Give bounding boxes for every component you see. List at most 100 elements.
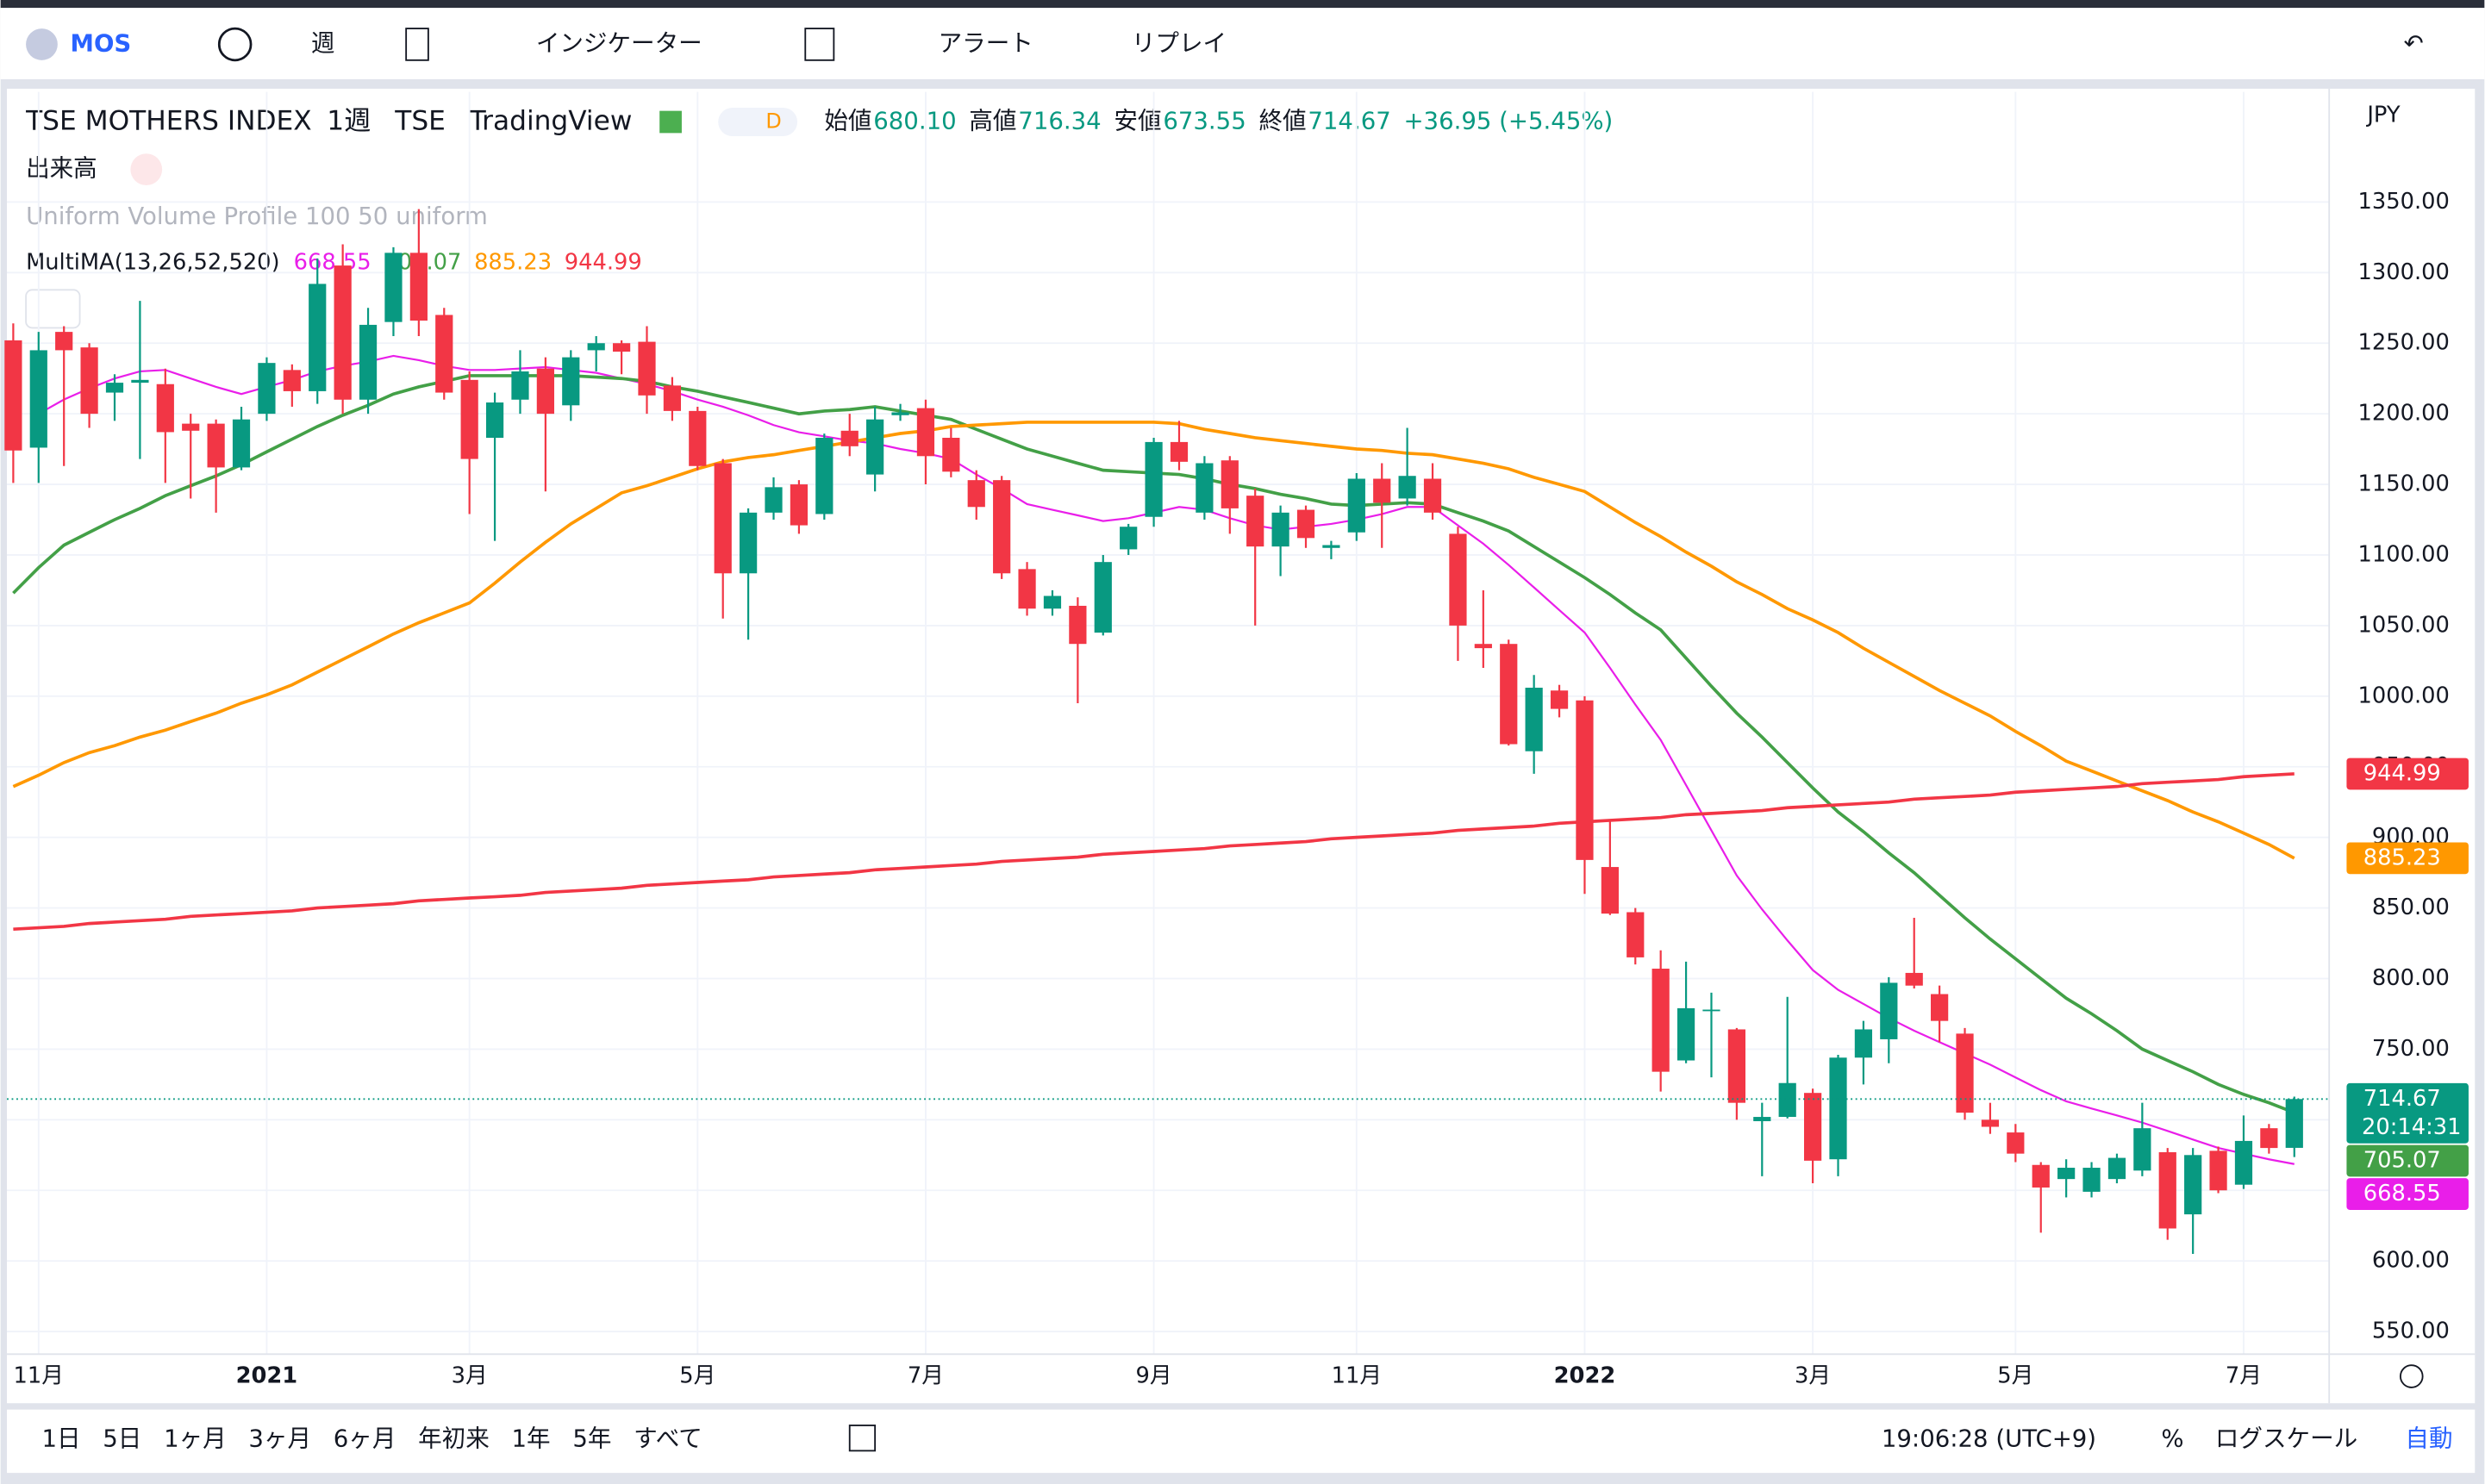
ohlc-label: 始値 (824, 108, 871, 135)
exchange: TSE (394, 106, 446, 137)
change: +36.95 (+5.45%) (1403, 108, 1613, 135)
volume: 出来高 (26, 155, 97, 183)
candle-body (1069, 605, 1087, 645)
interval[interactable]: 週 (311, 29, 335, 57)
candle-body (1145, 441, 1163, 517)
candle-body (1626, 912, 1645, 957)
candle-body (485, 402, 504, 438)
indicators[interactable]: インジケーター (536, 29, 702, 57)
range-button[interactable]: 1ヶ月 (164, 1425, 227, 1453)
collapse[interactable] (25, 289, 81, 329)
range-button[interactable]: 年初来 (418, 1425, 490, 1453)
candle-body (207, 423, 225, 468)
candle-body (1854, 1029, 1873, 1058)
candle-body (2032, 1164, 2050, 1188)
price-label-bg (2346, 1082, 2469, 1144)
replay[interactable]: リプレイ (1132, 29, 1227, 57)
candle-body (562, 357, 580, 406)
candle-body (1905, 972, 1923, 986)
x-tick-label: 2022 (1554, 1363, 1616, 1389)
candle-body (2133, 1128, 2151, 1171)
alert[interactable]: アラート (939, 29, 1033, 57)
range-button[interactable]: 3ヶ月 (248, 1425, 311, 1453)
chart-type[interactable] (405, 28, 429, 61)
clock: 19:06:28 (UTC+9) (1882, 1425, 2096, 1453)
candle-body (587, 343, 605, 351)
candle-body (689, 410, 707, 466)
candle-body (1221, 460, 1239, 508)
x-tick-label: 3月 (1795, 1363, 1831, 1389)
auto-scale[interactable]: 自動 (2405, 1425, 2452, 1453)
candle-body (4, 340, 22, 451)
range-button[interactable]: 1年 (512, 1425, 551, 1453)
log-scale[interactable]: ログスケール (2215, 1425, 2357, 1453)
candle-body (1981, 1119, 2000, 1127)
candle-body (1271, 512, 1289, 547)
price-label-bg (2346, 758, 2469, 790)
y-tick-label: 600.00 (2372, 1248, 2450, 1274)
candle-body (1449, 533, 1467, 626)
date-range-icon[interactable] (848, 1425, 877, 1452)
ohlc-label: 終値 (1258, 108, 1306, 135)
undo[interactable]: ↶ (2404, 29, 2424, 57)
ma-value: 944.99 (565, 250, 642, 276)
candle-body (815, 437, 834, 514)
settings[interactable] (2399, 1364, 2424, 1388)
candle-body (663, 385, 682, 411)
candle-body (1018, 569, 1036, 609)
candle-body (309, 284, 327, 391)
add-symbol[interactable] (217, 27, 253, 62)
candle-body (1347, 478, 1365, 533)
candle-body (55, 332, 73, 351)
profile: Uniform Volume Profile 100 50 uniform (26, 203, 488, 230)
percent[interactable]: % (2161, 1425, 2183, 1453)
candle-body (1778, 1082, 1796, 1118)
status (659, 110, 682, 134)
chart-panel (7, 88, 2476, 1404)
y-tick-label: 1250.00 (2358, 330, 2450, 356)
candle-body (2285, 1099, 2303, 1148)
title: TSE MOTHERS INDEX (25, 106, 312, 137)
candle-body (1120, 527, 1138, 550)
candle-body (1322, 545, 1340, 548)
ma-line (12, 421, 2295, 860)
price-label-bg (2346, 1178, 2469, 1210)
candle-body (840, 430, 859, 446)
candle-body (2082, 1168, 2101, 1192)
price-label-bg (2346, 842, 2469, 875)
candle-body (359, 324, 378, 400)
candle-body (1246, 496, 1264, 547)
top-border (0, 0, 2485, 9)
range-button[interactable]: 1日 (41, 1425, 80, 1453)
y-tick-label: 1300.00 (2358, 259, 2450, 285)
candle-body (2007, 1132, 2025, 1154)
candle-body (2158, 1152, 2176, 1229)
ohlc-value: 714.67 (1308, 108, 1390, 135)
range-button[interactable]: すべて (634, 1425, 702, 1453)
price-label: 944.99 (2363, 760, 2441, 786)
candle-body (1550, 690, 1569, 709)
symbol[interactable]: MOS (71, 29, 132, 57)
y-tick-label: 1350.00 (2358, 189, 2450, 215)
range-button[interactable]: 5年 (572, 1425, 611, 1453)
candle-body (1196, 463, 1214, 513)
price-label: 885.23 (2363, 845, 2441, 870)
toolbar (0, 8, 2485, 79)
candle-body (790, 484, 809, 526)
y-tick-label: 1050.00 (2358, 612, 2450, 638)
countdown: 20:14:31 (2362, 1114, 2462, 1140)
ma-line (38, 354, 2295, 1165)
x-tick-label: 5月 (679, 1363, 715, 1389)
candle-body (1525, 687, 1543, 751)
candle-body (1043, 595, 1062, 609)
candle-body (232, 419, 251, 468)
y-tick-label: 550.00 (2372, 1319, 2450, 1344)
candle-body (182, 423, 200, 431)
layouts[interactable] (804, 28, 835, 61)
range-button[interactable]: 5日 (103, 1425, 141, 1453)
range-button[interactable]: 6ヶ月 (334, 1425, 396, 1453)
candle-body (942, 437, 960, 472)
candle-body (1676, 1007, 1695, 1061)
candle-body (2209, 1150, 2227, 1191)
currency[interactable]: JPY (2365, 103, 2401, 128)
